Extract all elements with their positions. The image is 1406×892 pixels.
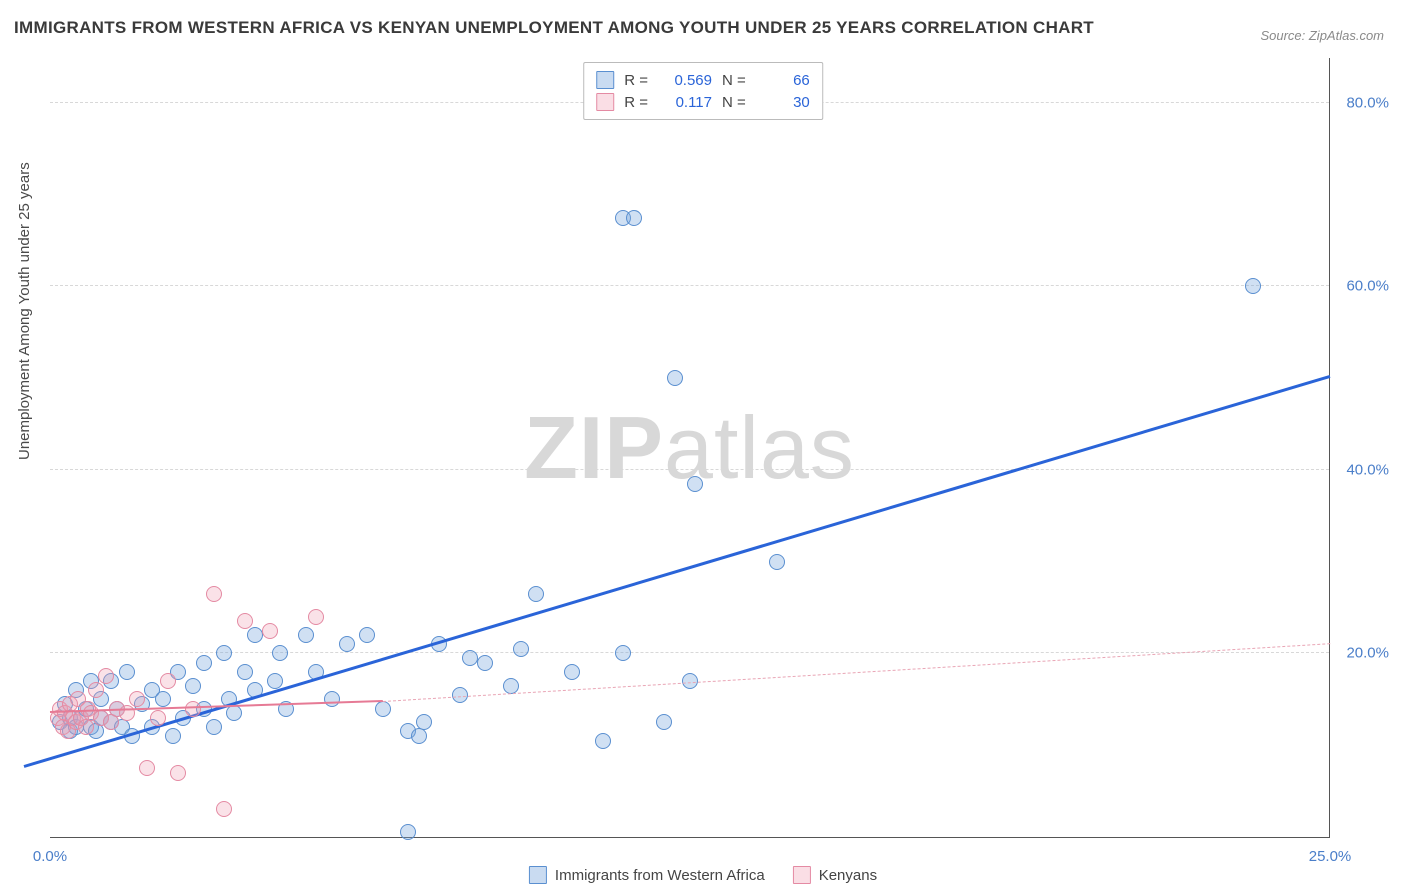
data-point (400, 824, 416, 840)
data-point (88, 682, 104, 698)
data-point (298, 627, 314, 643)
y-axis-label: Unemployment Among Youth under 25 years (16, 162, 33, 460)
data-point (656, 714, 672, 730)
data-point (206, 719, 222, 735)
data-point (206, 586, 222, 602)
legend-row: R = 0.117 N = 30 (596, 91, 810, 113)
data-point (513, 641, 529, 657)
data-point (452, 687, 468, 703)
source-attribution: Source: ZipAtlas.com (1260, 28, 1384, 43)
data-point (103, 714, 119, 730)
data-point (165, 728, 181, 744)
gridline (50, 285, 1329, 286)
y-tick-label: 80.0% (1346, 94, 1389, 111)
gridline (50, 652, 1329, 653)
data-point (185, 678, 201, 694)
data-point (308, 609, 324, 625)
r-value: 0.117 (658, 94, 712, 111)
data-point (375, 701, 391, 717)
data-point (595, 733, 611, 749)
data-point (626, 210, 642, 226)
data-point (324, 691, 340, 707)
data-point (416, 714, 432, 730)
data-point (339, 636, 355, 652)
data-point (462, 650, 478, 666)
data-point (667, 370, 683, 386)
data-point (687, 476, 703, 492)
legend-item: Immigrants from Western Africa (529, 866, 765, 884)
n-value: 30 (756, 94, 810, 111)
r-label: R = (624, 94, 648, 111)
data-point (216, 801, 232, 817)
r-value: 0.569 (658, 72, 712, 89)
data-point (503, 678, 519, 694)
trend-line (24, 375, 1330, 768)
data-point (78, 719, 94, 735)
data-point (272, 645, 288, 661)
data-point (1245, 278, 1261, 294)
swatch-icon (529, 866, 547, 884)
data-point (160, 673, 176, 689)
n-label: N = (722, 72, 746, 89)
data-point (411, 728, 427, 744)
legend-item: Kenyans (793, 866, 877, 884)
x-tick-label: 0.0% (33, 848, 67, 865)
y-tick-label: 60.0% (1346, 278, 1389, 295)
data-point (98, 668, 114, 684)
data-point (359, 627, 375, 643)
data-point (216, 645, 232, 661)
y-tick-label: 40.0% (1346, 461, 1389, 478)
swatch-icon (793, 866, 811, 884)
legend-row: R = 0.569 N = 66 (596, 69, 810, 91)
data-point (477, 655, 493, 671)
data-point (139, 760, 155, 776)
data-point (119, 664, 135, 680)
gridline (50, 469, 1329, 470)
data-point (237, 664, 253, 680)
data-point (155, 691, 171, 707)
data-point (615, 645, 631, 661)
plot-area: ZIPatlas 20.0%40.0%60.0%80.0%0.0%25.0% (50, 58, 1330, 838)
chart-title: IMMIGRANTS FROM WESTERN AFRICA VS KENYAN… (14, 18, 1094, 38)
swatch-icon (596, 93, 614, 111)
watermark-bold: ZIP (524, 398, 664, 497)
y-tick-label: 20.0% (1346, 645, 1389, 662)
data-point (237, 613, 253, 629)
legend-label: Immigrants from Western Africa (555, 867, 765, 884)
swatch-icon (596, 71, 614, 89)
data-point (150, 710, 166, 726)
data-point (267, 673, 283, 689)
data-point (170, 765, 186, 781)
data-point (247, 627, 263, 643)
data-point (196, 655, 212, 671)
correlation-legend: R = 0.569 N = 66 R = 0.117 N = 30 (583, 62, 823, 120)
r-label: R = (624, 72, 648, 89)
x-tick-label: 25.0% (1309, 848, 1352, 865)
n-label: N = (722, 94, 746, 111)
series-legend: Immigrants from Western Africa Kenyans (529, 866, 877, 884)
data-point (226, 705, 242, 721)
data-point (262, 623, 278, 639)
legend-label: Kenyans (819, 867, 877, 884)
data-point (564, 664, 580, 680)
data-point (528, 586, 544, 602)
data-point (129, 691, 145, 707)
data-point (185, 701, 201, 717)
n-value: 66 (756, 72, 810, 89)
data-point (769, 554, 785, 570)
